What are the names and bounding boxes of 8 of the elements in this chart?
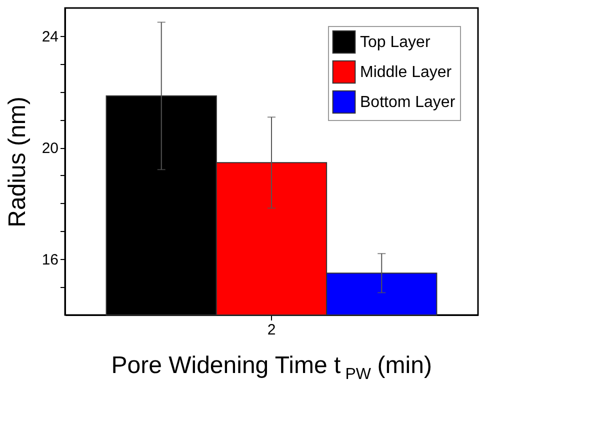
y-axis-title: Radius (nm) bbox=[4, 96, 31, 228]
x-tick-label: 2 bbox=[267, 322, 276, 338]
legend-label: Middle Layer bbox=[360, 64, 452, 81]
legend-label: Top Layer bbox=[360, 34, 431, 51]
y-tick-label: 16 bbox=[42, 252, 58, 269]
legend-label: Bottom Layer bbox=[360, 94, 456, 111]
y-tick-label: 24 bbox=[42, 28, 58, 46]
y-tick-label: 20 bbox=[42, 140, 58, 158]
